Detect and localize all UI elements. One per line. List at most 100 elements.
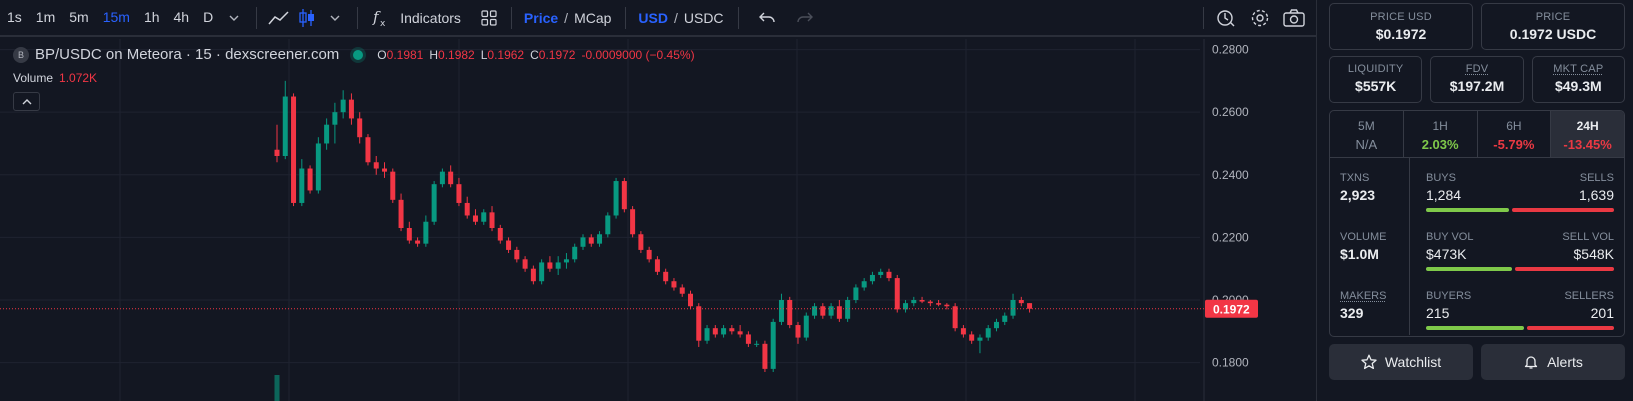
- candle-body: [869, 274, 875, 282]
- candle-body: [688, 293, 693, 307]
- indicators-button[interactable]: Indicators: [400, 9, 461, 26]
- tab-6h-label: 6H: [1506, 119, 1522, 133]
- sellers-bar: [1526, 326, 1614, 330]
- timeframe-1s[interactable]: 1s: [7, 9, 22, 25]
- redo-icon[interactable]: [791, 4, 819, 32]
- fdv-box[interactable]: FDV $197.2M: [1430, 56, 1524, 103]
- txns-label: TXNS: [1340, 172, 1370, 184]
- candle-body: [299, 168, 305, 203]
- tab-1h[interactable]: 1H 2.03%: [1404, 111, 1478, 157]
- undo-icon[interactable]: [753, 4, 781, 32]
- candle-body: [712, 328, 718, 335]
- liquidity-label: LIQUIDITY: [1347, 63, 1404, 75]
- layouts-grid-icon[interactable]: [475, 4, 503, 32]
- mktcap-label: MKT CAP: [1553, 63, 1604, 75]
- price-usd-value: $0.1972: [1375, 26, 1427, 42]
- star-icon: [1361, 354, 1377, 370]
- timeframe-5m[interactable]: 5m: [69, 9, 89, 25]
- candle-body: [274, 149, 280, 156]
- toolbar-divider: [625, 6, 627, 29]
- usdc-toggle[interactable]: USDC: [683, 9, 724, 26]
- candle-body: [315, 143, 321, 191]
- candle-body: [291, 96, 297, 203]
- tab-6h[interactable]: 6H -5.79%: [1478, 111, 1552, 157]
- fdv-value: $197.2M: [1449, 78, 1505, 94]
- candle-body: [638, 234, 644, 250]
- replay-clock-icon[interactable]: [1212, 4, 1240, 32]
- collapse-legend-button[interactable]: [13, 92, 40, 111]
- svg-text:x: x: [380, 19, 386, 28]
- candle-body: [853, 287, 859, 300]
- watchlist-label: Watchlist: [1384, 354, 1442, 370]
- svg-text:f: f: [372, 8, 381, 26]
- candle-body: [597, 234, 603, 244]
- candle-body: [605, 215, 611, 235]
- timeframe-1h[interactable]: 1h: [143, 9, 160, 25]
- line-chart-icon[interactable]: [265, 4, 293, 32]
- sell-vol-bar: [1515, 267, 1614, 271]
- txns-value: 2,923: [1340, 187, 1376, 203]
- tab-5m[interactable]: 5M N/A: [1330, 111, 1404, 157]
- candle-body: [886, 271, 892, 279]
- candle-body: [456, 184, 462, 203]
- timeframe-dropdown-chevron-icon[interactable]: [220, 4, 248, 32]
- candle-body: [927, 301, 933, 304]
- candle-body: [894, 278, 900, 310]
- tab-24h-value: -13.45%: [1563, 137, 1612, 152]
- candle-body: [348, 99, 354, 119]
- price-tick-label: 0.2800: [1212, 43, 1249, 57]
- timeframe-15m[interactable]: 15m: [102, 9, 130, 25]
- candle-body: [415, 240, 421, 244]
- open-label: O: [377, 47, 387, 62]
- liquidity-value: $557K: [1355, 78, 1397, 94]
- symbol-badge: B: [13, 46, 29, 63]
- candle-body: [778, 300, 784, 322]
- volume-row: VOLUME $1.0M BUY VOL SELL VOL $473K $548…: [1330, 217, 1624, 276]
- buyers-label: BUYERS: [1426, 290, 1472, 302]
- price-toggle[interactable]: Price: [523, 9, 559, 26]
- candle-body: [530, 268, 536, 282]
- buys-value: 1,284: [1426, 187, 1462, 203]
- candle-body: [522, 259, 528, 269]
- token-info-panel: PRICE USD $0.1972 PRICE 0.1972 USDC LIQU…: [1316, 0, 1633, 401]
- timeframe-1m[interactable]: 1m: [35, 9, 56, 25]
- candlestick-chart[interactable]: 0.28000.26000.24000.22000.20000.18000.19…: [0, 39, 1316, 401]
- candle-body: [373, 162, 379, 169]
- toolbar-divider: [1203, 6, 1204, 29]
- candle-body: [729, 328, 735, 332]
- liquidity-box: LIQUIDITY $557K: [1329, 56, 1423, 103]
- mktcap-value: $49.3M: [1554, 78, 1602, 94]
- watchlist-button[interactable]: Watchlist: [1329, 344, 1473, 380]
- candle-body: [787, 300, 793, 326]
- tab-5m-label: 5M: [1358, 119, 1375, 133]
- tab-24h[interactable]: 24H -13.45%: [1551, 111, 1624, 157]
- candle-body: [977, 337, 983, 341]
- settings-gear-icon[interactable]: [1246, 4, 1274, 32]
- tab-1h-value: 2.03%: [1421, 137, 1459, 152]
- volume-value: 1.072K: [59, 71, 98, 85]
- candle-body: [671, 281, 677, 288]
- screenshot-camera-icon[interactable]: [1280, 4, 1308, 32]
- candle-body: [803, 315, 809, 338]
- mcap-toggle[interactable]: MCap: [574, 9, 612, 26]
- candle-body: [704, 328, 710, 341]
- buyers-sellers-ratio-bar: [1426, 326, 1614, 330]
- mktcap-box[interactable]: MKT CAP $49.3M: [1531, 56, 1625, 103]
- sell-vol-label: SELL VOL: [1562, 231, 1614, 243]
- timeframe-4h[interactable]: 4h: [173, 9, 190, 25]
- volume-bars: [274, 375, 280, 401]
- candlestick-chart-icon[interactable]: [293, 4, 321, 32]
- alerts-button[interactable]: Alerts: [1481, 344, 1625, 380]
- tab-24h-label: 24H: [1576, 119, 1599, 133]
- candle-body: [812, 306, 818, 316]
- candle-body: [357, 118, 363, 138]
- chart-type-dropdown-chevron-icon[interactable]: [321, 4, 349, 32]
- chevron-up-icon: [22, 98, 31, 104]
- timeframe-d[interactable]: D: [203, 9, 214, 25]
- high-label: H: [429, 47, 439, 62]
- usd-toggle[interactable]: USD: [638, 9, 668, 26]
- candle-body: [911, 300, 917, 304]
- toolbar-divider: [510, 6, 512, 29]
